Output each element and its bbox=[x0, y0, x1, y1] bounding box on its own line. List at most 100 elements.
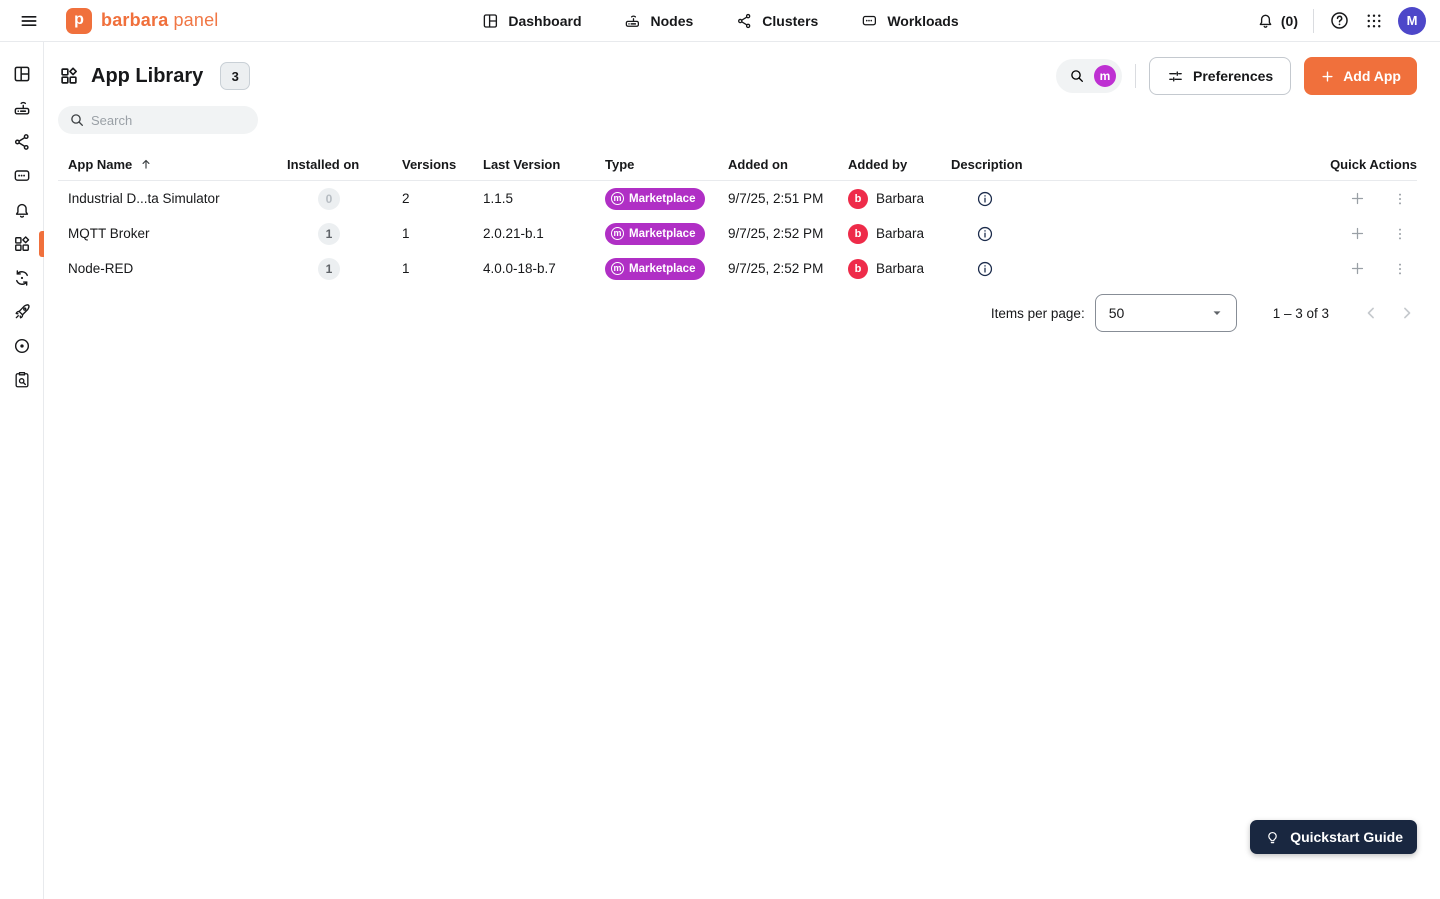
kebab-menu-icon[interactable] bbox=[1392, 191, 1408, 207]
cell-installed-on: 1 bbox=[287, 222, 402, 245]
sidebar-item-records[interactable] bbox=[0, 329, 44, 363]
cell-added-on: 9/7/25, 2:52 PM bbox=[728, 226, 824, 241]
brand-name-light: panel bbox=[173, 10, 219, 30]
previous-page-icon[interactable] bbox=[1361, 303, 1381, 323]
cell-quick-actions bbox=[1305, 190, 1417, 207]
cell-versions: 1 bbox=[402, 226, 410, 241]
sidebar-item-workloads[interactable] bbox=[0, 159, 44, 193]
clipboard-search-icon bbox=[12, 370, 32, 390]
items-per-page-label: Items per page: bbox=[990, 305, 1085, 321]
main-content: App Library 3 m Preferences Add App bbox=[44, 56, 1440, 333]
installed-count-badge: 0 bbox=[318, 187, 340, 210]
user-avatar[interactable]: M bbox=[1398, 6, 1426, 35]
marketplace-m-icon: m bbox=[611, 192, 624, 205]
notification-count: (0) bbox=[1280, 12, 1298, 29]
cell-type: m Marketplace bbox=[605, 257, 728, 280]
items-per-page-select[interactable]: 50 bbox=[1094, 294, 1237, 332]
sidebar-item-nodes[interactable] bbox=[0, 91, 44, 125]
notifications-button[interactable]: (0) bbox=[1256, 11, 1298, 30]
column-header-description[interactable]: Description bbox=[951, 156, 1023, 172]
preferences-button[interactable]: Preferences bbox=[1149, 57, 1292, 95]
sidebar-item-app-library[interactable] bbox=[0, 227, 44, 261]
cell-added-by: b Barbara bbox=[848, 223, 951, 244]
nav-dashboard[interactable]: Dashboard bbox=[481, 12, 581, 30]
bell-icon bbox=[12, 200, 32, 220]
nav-clusters[interactable]: Clusters bbox=[735, 12, 818, 30]
column-header-added-by[interactable]: Added by bbox=[848, 156, 908, 172]
app-count-badge: 3 bbox=[220, 62, 251, 90]
table-search bbox=[58, 106, 258, 134]
top-nav: Dashboard Nodes Clusters Workloads bbox=[481, 12, 959, 30]
app-library-icon bbox=[58, 65, 80, 87]
sidebar-item-clusters[interactable] bbox=[0, 125, 44, 159]
column-header-type[interactable]: Type bbox=[605, 156, 635, 172]
sliders-icon bbox=[1167, 68, 1184, 85]
column-header-added-on[interactable]: Added on bbox=[728, 156, 788, 172]
cell-added-on: 9/7/25, 2:52 PM bbox=[728, 261, 824, 276]
nav-nodes-label: Nodes bbox=[650, 12, 694, 29]
sidebar bbox=[0, 42, 44, 899]
header-search-filter[interactable]: m bbox=[1056, 59, 1123, 93]
quickstart-guide-button[interactable]: Quickstart Guide bbox=[1250, 820, 1417, 854]
next-page-icon[interactable] bbox=[1397, 303, 1417, 323]
apps-grid-button[interactable] bbox=[1365, 12, 1383, 30]
brand[interactable]: p barbara panel bbox=[66, 7, 218, 34]
marketplace-badge: m Marketplace bbox=[605, 222, 706, 245]
rocket-icon bbox=[12, 302, 32, 322]
help-button[interactable] bbox=[1329, 10, 1350, 31]
cell-quick-actions bbox=[1305, 225, 1417, 242]
info-icon[interactable] bbox=[976, 260, 994, 278]
kebab-menu-icon[interactable] bbox=[1392, 226, 1408, 242]
install-plus-button[interactable] bbox=[1349, 190, 1366, 207]
user-avatar: b bbox=[848, 188, 868, 209]
info-icon[interactable] bbox=[976, 190, 994, 208]
nav-nodes[interactable]: Nodes bbox=[623, 12, 693, 30]
cell-app-name: Industrial D...ta Simulator bbox=[68, 191, 220, 206]
nav-workloads[interactable]: Workloads bbox=[860, 12, 959, 30]
sidebar-item-alarms[interactable] bbox=[0, 193, 44, 227]
kebab-menu-icon[interactable] bbox=[1392, 261, 1408, 277]
grid-dots-icon bbox=[1365, 12, 1383, 30]
workloads-icon bbox=[860, 12, 878, 30]
pager-buttons bbox=[1361, 303, 1417, 323]
page-header-actions: m Preferences Add App bbox=[1056, 57, 1417, 95]
topbar-right: (0) M bbox=[1256, 6, 1426, 35]
cell-description bbox=[951, 225, 1305, 243]
cell-added-by: b Barbara bbox=[848, 258, 951, 279]
nav-workloads-label: Workloads bbox=[887, 12, 959, 29]
page-header-left: App Library 3 bbox=[58, 62, 251, 90]
info-icon[interactable] bbox=[976, 225, 994, 243]
quickstart-guide-label: Quickstart Guide bbox=[1290, 829, 1403, 845]
sidebar-item-dashboard[interactable] bbox=[0, 57, 44, 91]
user-avatar: b bbox=[848, 223, 868, 244]
cell-last-version: 4.0.0-18-b.7 bbox=[483, 261, 556, 276]
sidebar-item-sync[interactable] bbox=[0, 261, 44, 295]
marketplace-m-icon: m bbox=[611, 262, 624, 275]
column-header-installed-on[interactable]: Installed on bbox=[287, 156, 360, 172]
column-header-versions[interactable]: Versions bbox=[402, 156, 457, 172]
items-per-page-value: 50 bbox=[1108, 305, 1125, 321]
add-app-button[interactable]: Add App bbox=[1304, 57, 1417, 95]
column-header-app-name[interactable]: App Name bbox=[58, 157, 287, 172]
brand-name: barbara panel bbox=[101, 10, 218, 31]
sidebar-item-launch[interactable] bbox=[0, 295, 44, 329]
nav-clusters-label: Clusters bbox=[762, 12, 819, 29]
column-header-quick-actions: Quick Actions bbox=[1330, 156, 1417, 172]
search-input[interactable] bbox=[58, 106, 258, 134]
table-row[interactable]: Node-RED 1 1 4.0.0-18-b.7 m Marketplace 9… bbox=[58, 251, 1417, 286]
table-header-row: App Name Installed on Versions Last Vers… bbox=[58, 148, 1417, 181]
sidebar-item-audit[interactable] bbox=[0, 363, 44, 397]
column-header-last-version[interactable]: Last Version bbox=[483, 156, 561, 172]
cell-versions: 1 bbox=[402, 261, 410, 276]
hamburger-menu-icon[interactable] bbox=[14, 6, 44, 36]
table-row[interactable]: MQTT Broker 1 1 2.0.21-b.1 m Marketplace … bbox=[58, 216, 1417, 251]
search-icon bbox=[69, 112, 85, 128]
brand-name-bold: barbara bbox=[101, 10, 169, 30]
install-plus-button[interactable] bbox=[1349, 225, 1366, 242]
cell-type: m Marketplace bbox=[605, 222, 728, 245]
search-icon bbox=[1069, 68, 1085, 84]
install-plus-button[interactable] bbox=[1349, 260, 1366, 277]
cell-installed-on: 1 bbox=[287, 257, 402, 280]
cell-app-name: MQTT Broker bbox=[68, 226, 150, 241]
